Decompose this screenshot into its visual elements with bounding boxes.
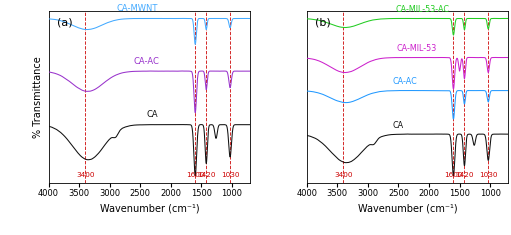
Text: CA: CA [393, 121, 404, 130]
Text: (a): (a) [57, 17, 72, 27]
Text: CA-MIL-53-AC: CA-MIL-53-AC [396, 5, 450, 14]
X-axis label: Wavenumber (cm⁻¹): Wavenumber (cm⁻¹) [358, 204, 457, 213]
Text: 1030: 1030 [479, 172, 498, 178]
Text: CA-AC: CA-AC [133, 57, 159, 66]
X-axis label: Wavenumber (cm⁻¹): Wavenumber (cm⁻¹) [100, 204, 199, 213]
Text: 3400: 3400 [334, 172, 353, 178]
Text: CA-AC: CA-AC [392, 77, 417, 86]
Text: (b): (b) [315, 17, 331, 27]
Text: 3400: 3400 [76, 172, 95, 178]
Text: CA: CA [147, 110, 158, 119]
Y-axis label: % Transmittance: % Transmittance [33, 56, 43, 138]
Text: 1030: 1030 [221, 172, 239, 178]
Text: 1420: 1420 [455, 172, 474, 178]
Text: 1600: 1600 [186, 172, 204, 178]
Text: 1600: 1600 [444, 172, 462, 178]
Text: CA-MIL-53: CA-MIL-53 [397, 44, 437, 53]
Text: 1420: 1420 [197, 172, 216, 178]
Text: CA-MWNT: CA-MWNT [117, 4, 158, 13]
